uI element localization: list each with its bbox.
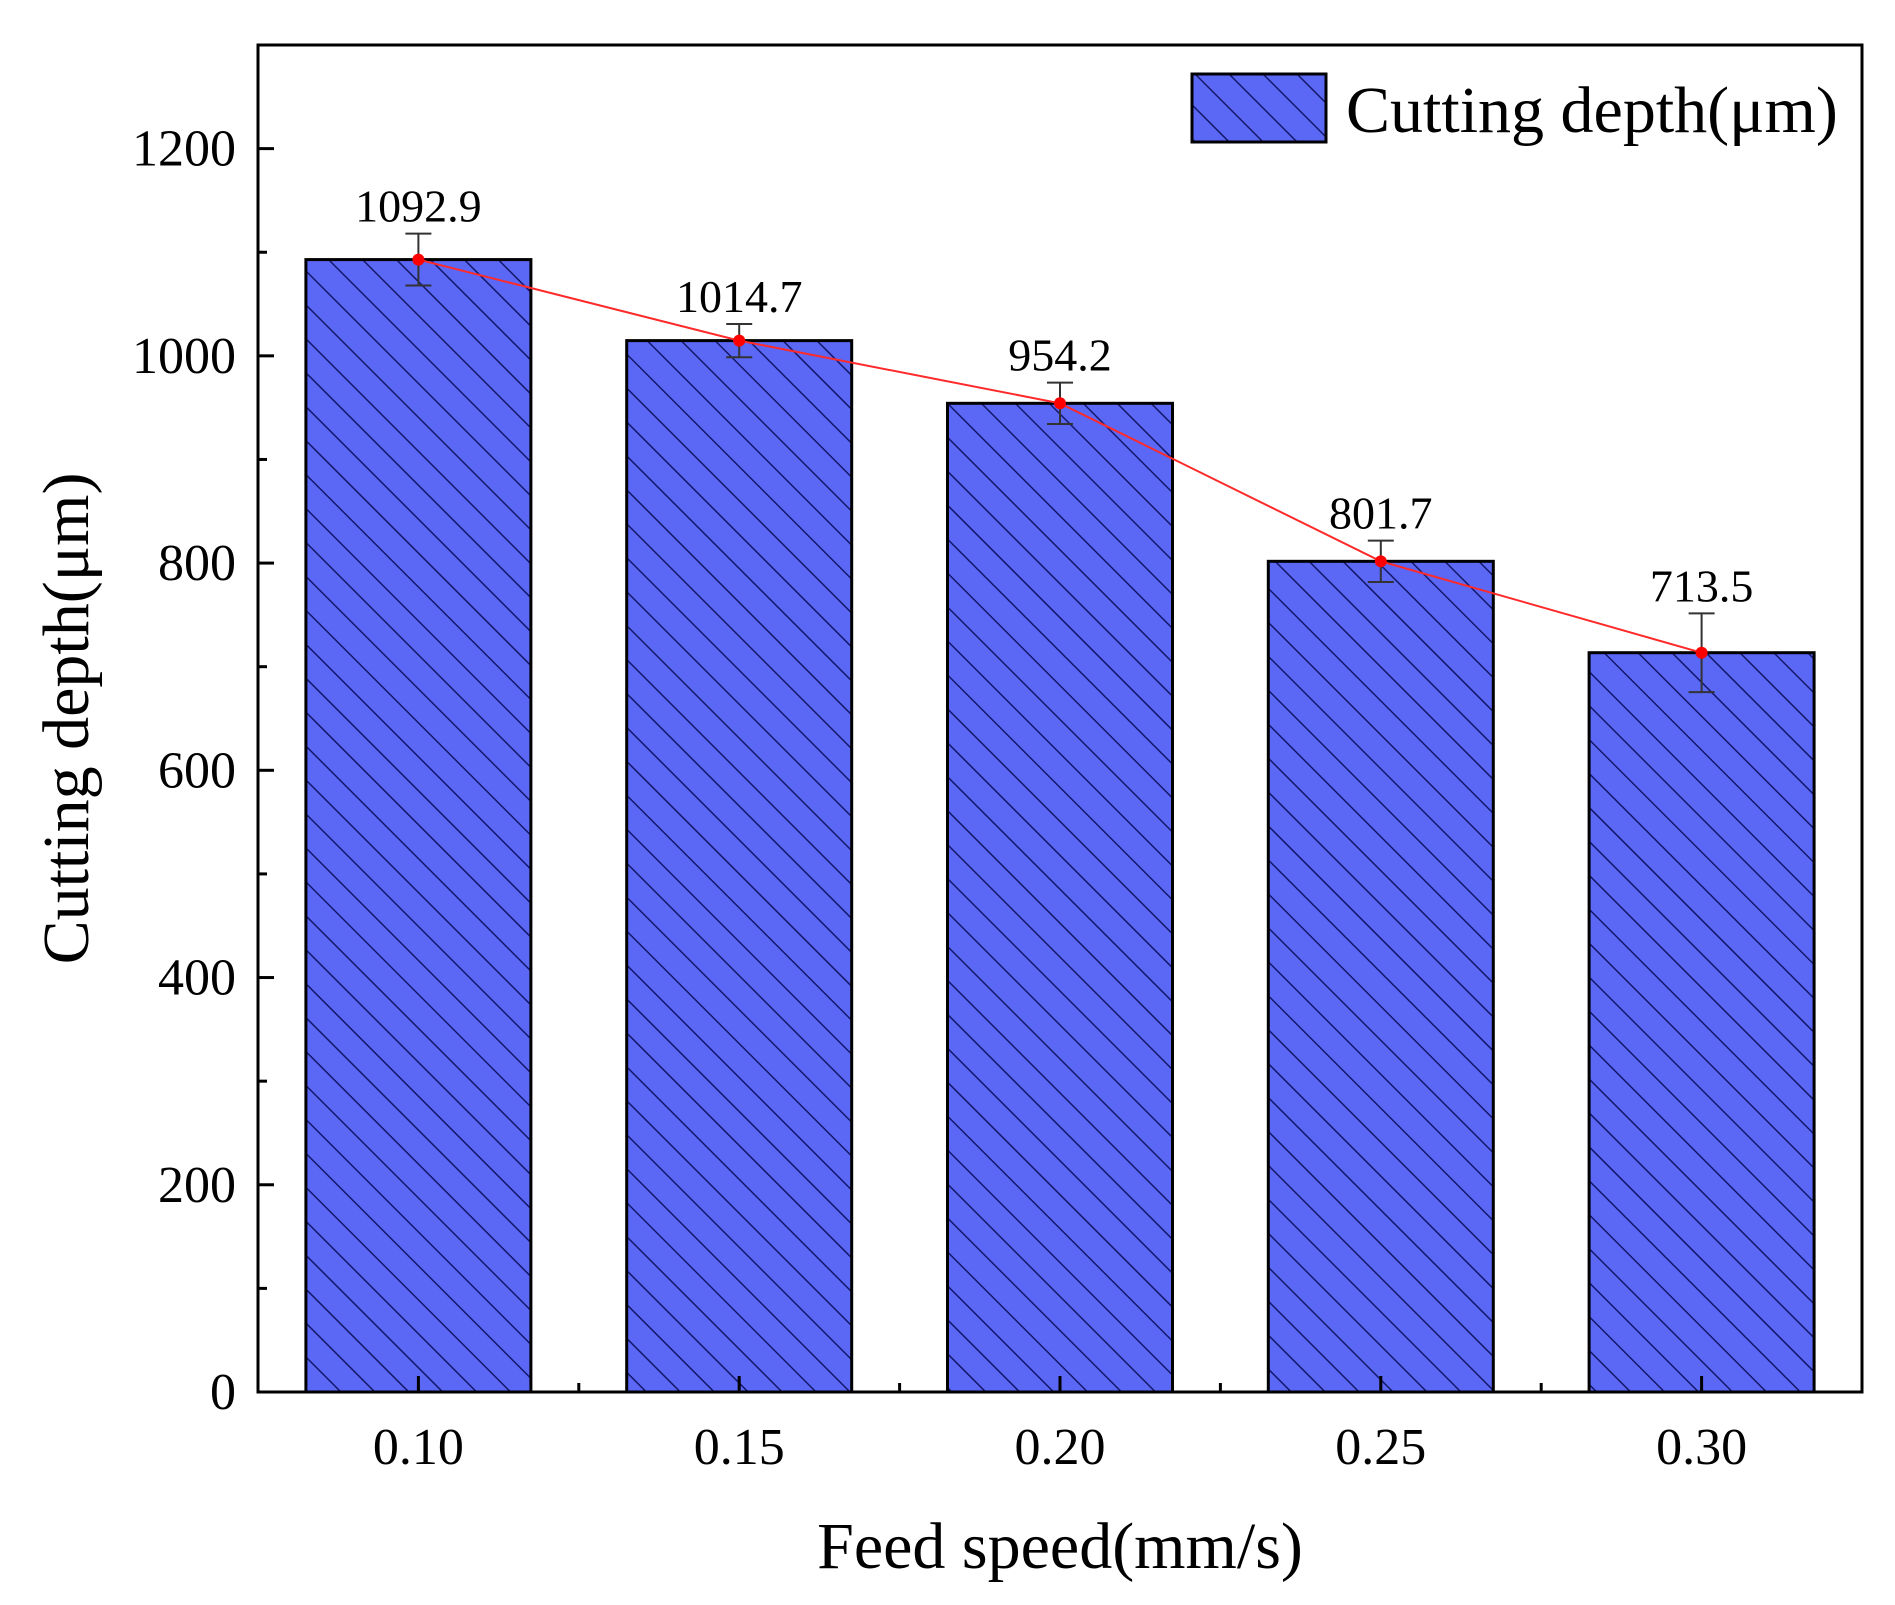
data-point-0.30 (1695, 646, 1708, 659)
data-label-0.30: 713.5 (1650, 560, 1754, 611)
x-axis-title: Feed speed(mm/s) (817, 1510, 1303, 1583)
axes-layer: 0 200 400 600 800 1000 1200 0.10 0.15 0.20 0.25 0.3… (30, 43, 1864, 1583)
y-tick-label: 200 (158, 1157, 236, 1214)
y-tick-label: 800 (158, 535, 236, 592)
bar-0.25 (1266, 559, 1495, 1394)
bar-0.30 (1587, 651, 1816, 1394)
legend-label: Cutting depth(μm) (1346, 74, 1838, 147)
data-point-0.20 (1054, 397, 1066, 410)
y-axis-title: Cutting depth(μm) (30, 473, 103, 965)
data-label-0.10: 1092.9 (355, 181, 482, 232)
x-tick-label: 0.20 (1015, 1419, 1106, 1476)
y-tick-label: 400 (158, 950, 236, 1007)
data-point-0.10 (412, 253, 425, 266)
legend-swatch (1190, 72, 1328, 144)
trend-line-layer (412, 253, 1708, 659)
y-tick-label: 0 (210, 1364, 236, 1421)
data-label-0.20: 954.2 (1008, 330, 1112, 381)
y-tick-label: 1000 (132, 328, 236, 385)
data-labels-layer: 1092.9 1014.7 954.2 801.7 713.5 (355, 181, 1753, 612)
legend: Cutting depth(μm) (1190, 72, 1838, 147)
x-tick-label: 0.25 (1335, 1419, 1426, 1476)
x-tick-label: 0.10 (373, 1419, 464, 1476)
data-label-0.15: 1014.7 (676, 271, 803, 322)
data-point-0.15 (733, 334, 746, 347)
y-tick-label: 600 (158, 742, 236, 799)
x-tick-label: 0.30 (1656, 1419, 1747, 1476)
x-tick-label: 0.15 (694, 1419, 785, 1476)
bar-0.20 (946, 401, 1174, 1394)
data-point-0.25 (1374, 555, 1387, 568)
y-tick-label: 1200 (132, 121, 236, 178)
bars-layer (304, 258, 1816, 1394)
bar-0.10 (304, 258, 533, 1394)
data-label-0.25: 801.7 (1329, 488, 1433, 539)
bar-0.15 (625, 339, 854, 1394)
